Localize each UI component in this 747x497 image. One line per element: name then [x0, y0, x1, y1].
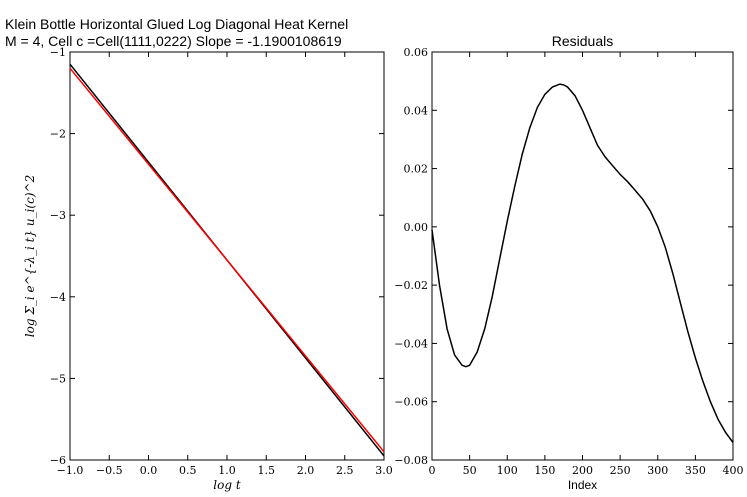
- x-tick-label: 50: [463, 464, 477, 477]
- y-tick-label: −6: [50, 454, 66, 467]
- y-tick-label: −2: [50, 128, 66, 141]
- y-tick-label: −5: [50, 372, 66, 385]
- figure-title-line1: Klein Bottle Horizontal Glued Log Diagon…: [5, 16, 348, 32]
- x-tick-label: 0.0: [140, 464, 158, 477]
- x-tick-label: 2.5: [336, 464, 354, 477]
- y-tick-label: −3: [50, 209, 66, 222]
- series-line-2: [69, 67, 385, 453]
- series-line-1: [431, 83, 734, 443]
- y-tick-label: 0.02: [404, 163, 429, 176]
- y-tick-label: −0.02: [394, 279, 428, 292]
- plot-title: Residuals: [552, 33, 613, 49]
- y-tick-label: 0.06: [404, 46, 429, 59]
- y-tick-label: −0.04: [394, 337, 428, 350]
- x-tick-label: 0.5: [179, 464, 197, 477]
- plot-frame: [69, 51, 385, 461]
- x-tick-label: 150: [534, 464, 555, 477]
- y-axis-label: log Σ_i e^{-λ_i t} u_i(c)^2: [23, 175, 37, 337]
- x-tick-label: 0: [429, 464, 436, 477]
- y-tick-label: −4: [50, 291, 66, 304]
- x-tick-label: 400: [723, 464, 744, 477]
- x-tick-label: 1.0: [218, 464, 236, 477]
- y-tick-label: −1: [50, 46, 66, 59]
- plot-frame: [431, 51, 734, 461]
- x-tick-label: 200: [572, 464, 593, 477]
- y-tick-label: −0.06: [394, 396, 428, 409]
- x-tick-label: 350: [685, 464, 706, 477]
- y-tick-label: 0.04: [404, 104, 429, 117]
- y-tick-label: −0.08: [394, 454, 428, 467]
- figure-title-line2: M = 4, Cell c =Cell(1111,0222) Slope = -…: [5, 33, 342, 49]
- residuals-plot: 0 50 100 150 200 250 300 350 400 −0.08 −0.06 −0.04 −…: [394, 33, 743, 492]
- x-axis-label: log t: [213, 478, 241, 492]
- x-axis-label: Index: [568, 478, 597, 492]
- left-plot: −1.0 −0.5 0.0 0.5 1.0 1.5 2.0 2.5 3.0 −6 −5 −4 −3 −2 −…: [23, 46, 393, 492]
- y-tick-label: 0.00: [404, 221, 429, 234]
- x-tick-label: 100: [497, 464, 518, 477]
- x-tick-label: 1.5: [258, 464, 276, 477]
- x-tick-label: −1.0: [57, 464, 84, 477]
- x-tick-label: 2.0: [297, 464, 315, 477]
- x-tick-label: −0.5: [96, 464, 123, 477]
- x-tick-label: 250: [610, 464, 631, 477]
- x-tick-label: 300: [647, 464, 668, 477]
- x-tick-label: 3.0: [375, 464, 393, 477]
